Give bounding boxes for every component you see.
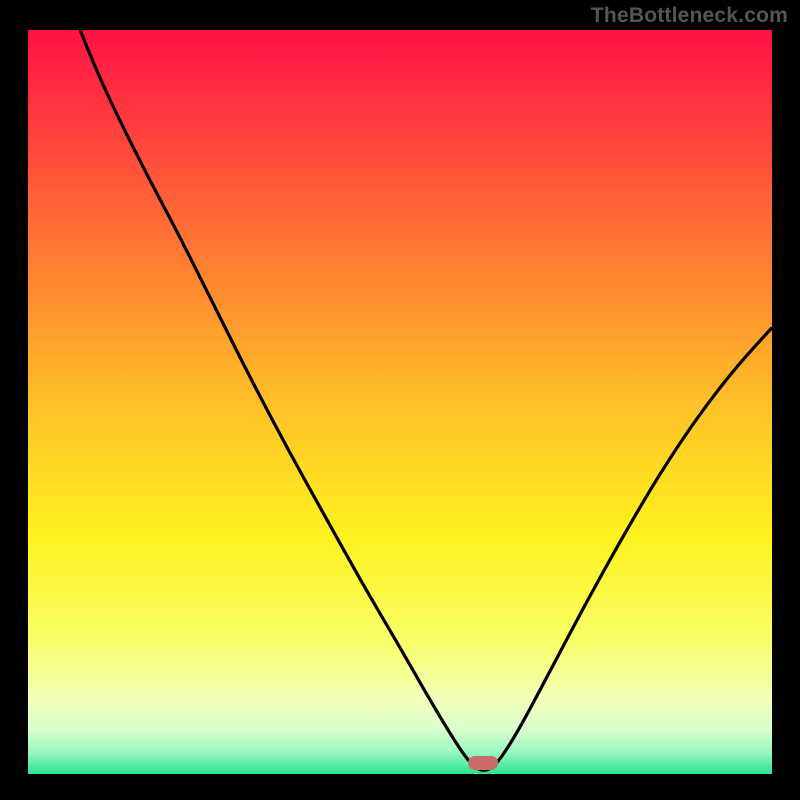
- optimal-point-marker: [468, 756, 498, 770]
- bottleneck-chart: [28, 30, 772, 774]
- bottleneck-curve: [28, 30, 772, 774]
- curve-path: [80, 30, 772, 770]
- attribution-text: TheBottleneck.com: [591, 4, 788, 28]
